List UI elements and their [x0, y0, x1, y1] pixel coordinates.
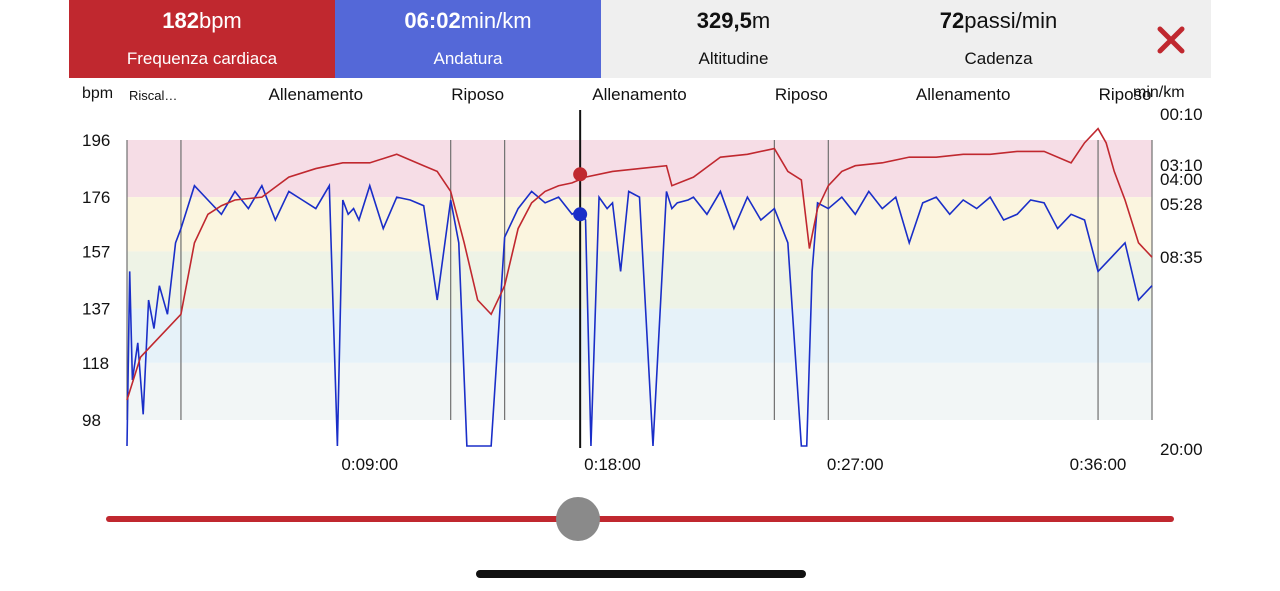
- heart-rate-marker: [573, 167, 588, 182]
- timeline-slider-thumb[interactable]: [556, 497, 601, 541]
- right-axis-tick: 04:00: [1160, 170, 1203, 189]
- left-axis-tick: 196: [82, 131, 110, 150]
- left-axis-label: bpm: [82, 85, 113, 102]
- heart-rate-value-line: 182bpm: [69, 8, 335, 34]
- left-axis-tick: 118: [82, 354, 109, 373]
- altitude-value-line: 329,5m: [601, 8, 866, 34]
- right-axis-label: min/km: [1133, 84, 1185, 101]
- heart-rate-zone-2: [127, 308, 1152, 363]
- segment-label: Riposo: [1099, 85, 1152, 104]
- x-axis-tick: 0:36:00: [1070, 455, 1127, 474]
- pace-unit: min/km: [460, 8, 532, 33]
- right-axis-tick: 20:00: [1160, 440, 1203, 459]
- cadence-unit: passi/min: [964, 8, 1058, 33]
- left-axis-tick: 137: [82, 300, 110, 319]
- segment-label: Allenamento: [916, 85, 1011, 104]
- heart-rate-zone-1: [127, 362, 1152, 420]
- right-axis-tick: 08:35: [1160, 248, 1203, 267]
- x-axis-tick: 0:18:00: [584, 455, 641, 474]
- close-x-icon: [1157, 26, 1185, 54]
- segment-label: Riposo: [451, 85, 504, 104]
- right-axis-tick: 03:10: [1160, 156, 1203, 175]
- heart-rate-label: Frequenza cardiaca: [126, 49, 278, 68]
- pace-marker: [573, 207, 588, 222]
- segment-label: Allenamento: [269, 85, 364, 104]
- altitude-stat[interactable]: 329,5m Altitudine: [601, 0, 866, 78]
- segment-label: Allenamento: [592, 85, 687, 104]
- right-axis-tick: 00:10: [1160, 105, 1203, 124]
- header-background: [601, 0, 1211, 78]
- altitude-value: 329,5: [696, 8, 752, 33]
- pace-label: Andatura: [433, 49, 503, 68]
- altitude-label: Altitudine: [698, 49, 769, 68]
- x-axis-tick: 0:09:00: [341, 455, 398, 474]
- home-indicator[interactable]: [476, 570, 806, 578]
- cadence-stat[interactable]: 72passi/min Cadenza: [866, 0, 1131, 78]
- pace-series-line: [126, 182, 1153, 447]
- cadence-value: 72: [939, 8, 965, 33]
- cadence-label: Cadenza: [964, 49, 1033, 68]
- close-button[interactable]: [1148, 20, 1194, 60]
- left-axis-tick: 98: [82, 411, 101, 430]
- segment-label: Riscal…: [129, 88, 177, 103]
- pace-value: 06:02: [404, 8, 461, 33]
- x-axis-tick: 0:27:00: [827, 455, 884, 474]
- right-axis-tick: 05:28: [1160, 195, 1203, 214]
- heart-rate-series-line: [126, 127, 1153, 401]
- heart-rate-zone-3: [127, 251, 1152, 309]
- timeline-slider[interactable]: [106, 516, 1174, 522]
- left-axis-tick: 176: [82, 188, 110, 207]
- heart-rate-value: 182: [162, 8, 199, 33]
- heart-rate-unit: bpm: [198, 8, 242, 33]
- left-axis-tick: 157: [82, 242, 110, 261]
- pace-stat[interactable]: 06:02min/km Andatura: [335, 0, 601, 78]
- altitude-unit: m: [751, 8, 771, 33]
- heart-rate-stat[interactable]: 182bpm Frequenza cardiaca: [69, 0, 335, 78]
- cadence-value-line: 72passi/min: [866, 8, 1131, 34]
- segment-label: Riposo: [775, 85, 828, 104]
- pace-value-line: 06:02min/km: [335, 8, 601, 34]
